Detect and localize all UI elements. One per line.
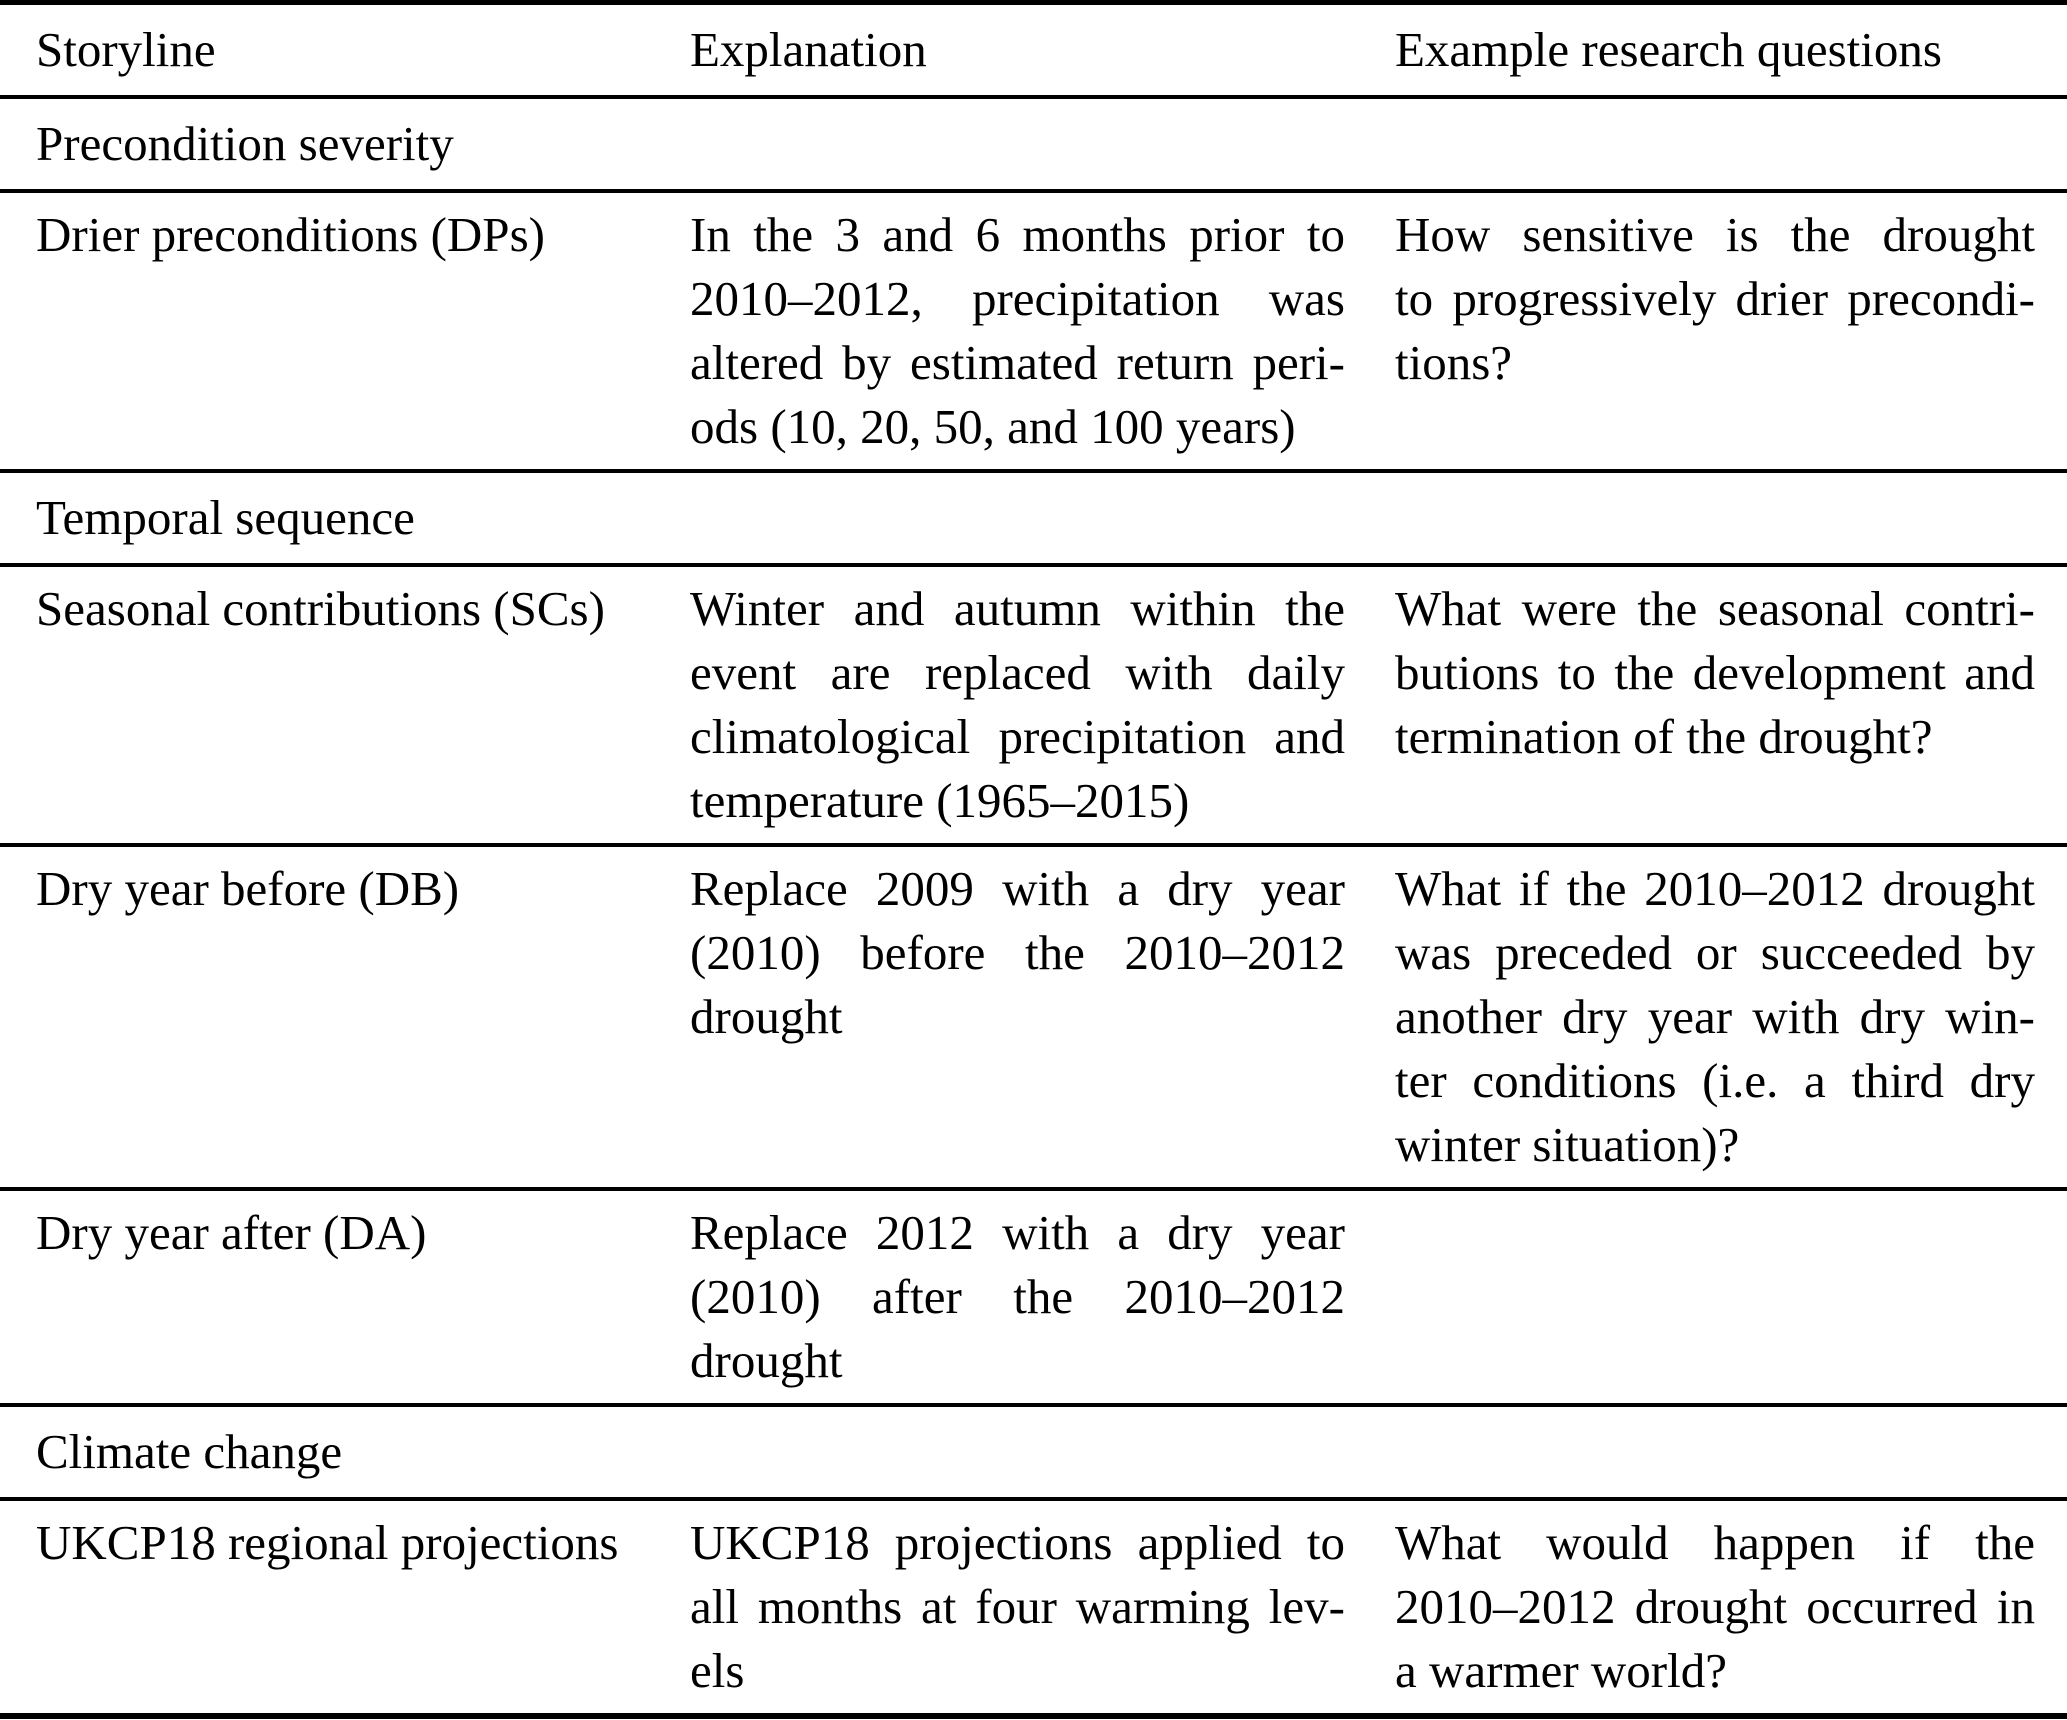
- cell-questions: What were the seasonal contri-butions to…: [1395, 581, 2035, 764]
- section-title: Precondition severity: [36, 116, 454, 171]
- cell-explanation: Replace 2009 with a dry year (2010) befor…: [690, 861, 1345, 1044]
- cell-storyline: Dry year after (DA): [36, 1205, 427, 1260]
- table-rule: [0, 95, 2067, 99]
- section-title: Climate change: [36, 1424, 343, 1479]
- cell-explanation: Winter and autumn within the event are re…: [690, 581, 1345, 828]
- table-rule: [0, 1497, 2067, 1501]
- column-header-explanation: Explanation: [690, 22, 927, 77]
- table-header-row: Storyline Explanation Example research q…: [0, 5, 2067, 95]
- cell-questions: What if the 2010–2012 drought was precede…: [1395, 861, 2035, 1172]
- cell-storyline: Seasonal contributions (SCs): [36, 581, 605, 636]
- table-row-dry-year-after: Dry year after (DA) Replace 2012 with a …: [0, 1191, 2067, 1403]
- table-rule: [0, 843, 2067, 847]
- cell-storyline: UKCP18 regional projections: [36, 1515, 619, 1570]
- table-rule: [0, 1403, 2067, 1407]
- table-bottom-rule: [0, 1713, 2067, 1719]
- table-row-seasonal-contributions: Seasonal contributions (SCs) Winter and …: [0, 567, 2067, 843]
- table-rule: [0, 189, 2067, 193]
- section-title: Temporal sequence: [36, 490, 415, 545]
- column-header-storyline: Storyline: [36, 22, 216, 77]
- table-row-dry-year-before: Dry year before (DB) Replace 2009 with a…: [0, 847, 2067, 1187]
- cell-storyline: Dry year before (DB): [36, 861, 460, 916]
- cell-questions: How sensitive is the drought to progressi…: [1395, 207, 2035, 390]
- table-rule: [0, 469, 2067, 473]
- table-rule: [0, 1187, 2067, 1191]
- table-row-ukcp18-regional-projections: UKCP18 regional projections UKCP18 proje…: [0, 1501, 2067, 1713]
- table-rule: [0, 563, 2067, 567]
- cell-explanation: Replace 2012 with a dry year (2010) after…: [690, 1205, 1345, 1388]
- column-header-example-research-questions: Example research questions: [1395, 22, 1942, 77]
- section-row-precondition-severity: Precondition severity: [0, 99, 2067, 189]
- table-top-rule: [0, 0, 2067, 5]
- cell-questions: [1395, 1201, 2035, 1393]
- table-row-drier-preconditions: Drier preconditions (DPs) In the 3 and 6…: [0, 193, 2067, 469]
- section-row-temporal-sequence: Temporal sequence: [0, 473, 2067, 563]
- cell-questions: What would happen if the 2010–2012 drough…: [1395, 1515, 2035, 1698]
- section-row-climate-change: Climate change: [0, 1407, 2067, 1497]
- cell-explanation: UKCP18 projections applied to all months …: [690, 1515, 1345, 1698]
- cell-explanation: In the 3 and 6 months prior to 2010–2012,…: [690, 207, 1345, 454]
- cell-storyline: Drier preconditions (DPs): [36, 207, 545, 262]
